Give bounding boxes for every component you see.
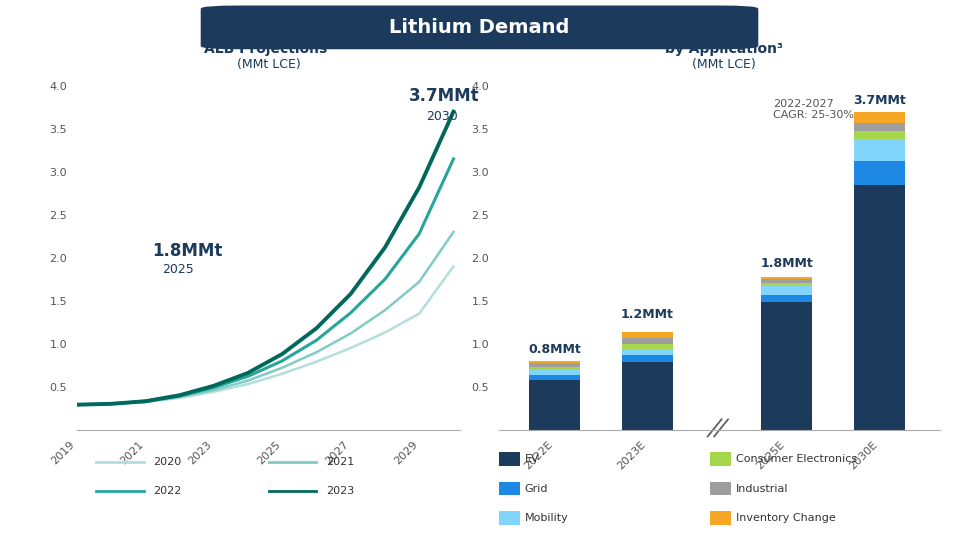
Bar [761, 302, 812, 430]
Text: Lithium Demand: Lithium Demand [389, 18, 570, 37]
Text: Inventory Change: Inventory Change [736, 513, 835, 523]
Text: 3.7MMt: 3.7MMt [409, 88, 480, 105]
Bar [761, 277, 812, 279]
Bar [621, 332, 673, 338]
Bar [854, 123, 905, 132]
Text: 2022: 2022 [153, 487, 182, 496]
Bar [761, 279, 812, 282]
Text: by Application³: by Application³ [665, 42, 784, 56]
Text: 1.2MMt: 1.2MMt [620, 308, 674, 321]
Bar [854, 185, 905, 430]
Bar [761, 286, 812, 295]
Bar [621, 338, 673, 344]
Text: 2025: 2025 [162, 263, 194, 276]
Text: ALB Projections³: ALB Projections³ [204, 42, 333, 56]
Text: 1.8MMt: 1.8MMt [760, 257, 813, 270]
Text: 2030: 2030 [426, 110, 457, 124]
Bar [621, 362, 673, 430]
Text: Industrial: Industrial [736, 484, 788, 494]
Text: 3.7MMt: 3.7MMt [854, 93, 906, 106]
Text: 1.8MMt: 1.8MMt [152, 242, 222, 260]
Text: (MMt LCE): (MMt LCE) [237, 58, 300, 71]
Text: Grid: Grid [525, 484, 549, 494]
Text: Mobility: Mobility [525, 513, 569, 523]
Bar [854, 139, 905, 161]
Bar [528, 363, 580, 367]
Bar [621, 344, 673, 349]
Text: EV: EV [525, 454, 539, 464]
Bar [528, 375, 580, 380]
Text: 2021: 2021 [326, 457, 354, 467]
Bar [854, 161, 905, 185]
Bar [621, 349, 673, 355]
Bar [761, 282, 812, 286]
Bar [854, 112, 905, 123]
Text: 2022-2027
CAGR: 25-30%: 2022-2027 CAGR: 25-30% [773, 99, 854, 120]
FancyBboxPatch shape [201, 6, 758, 48]
Bar [761, 295, 812, 302]
Text: (MMt LCE): (MMt LCE) [692, 58, 756, 71]
Bar [528, 367, 580, 371]
Text: 2023: 2023 [326, 487, 354, 496]
Bar [528, 380, 580, 430]
Text: 2020: 2020 [153, 457, 181, 467]
Bar [528, 371, 580, 375]
Bar [528, 361, 580, 363]
Text: 0.8MMt: 0.8MMt [528, 343, 581, 355]
Bar [854, 132, 905, 139]
Bar [621, 355, 673, 362]
Text: Consumer Electronics: Consumer Electronics [736, 454, 856, 464]
